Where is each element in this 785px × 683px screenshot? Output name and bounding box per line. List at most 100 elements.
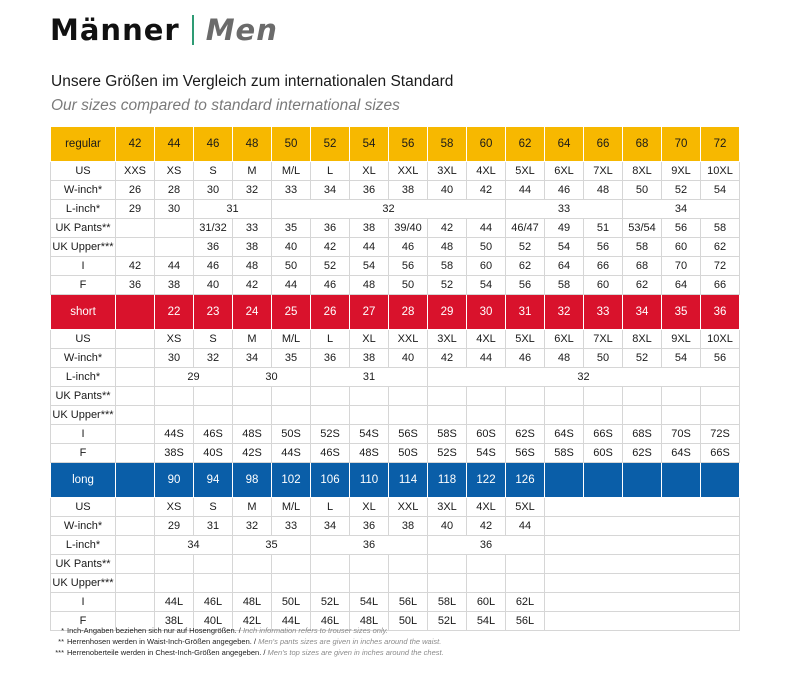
table-cell: 30 bbox=[154, 199, 194, 219]
table-cell: S bbox=[193, 497, 233, 517]
table-cell: 64S bbox=[544, 424, 584, 444]
section-size-cell: 27 bbox=[349, 294, 389, 330]
table-cell bbox=[115, 237, 155, 257]
table-cell: 52 bbox=[427, 275, 467, 295]
table-cell: 54S bbox=[466, 443, 506, 463]
table-cell: 36 bbox=[427, 535, 545, 555]
table-cell bbox=[505, 573, 545, 593]
table-cell: 36 bbox=[115, 275, 155, 295]
table-cell bbox=[388, 405, 428, 425]
table-cell bbox=[544, 573, 740, 593]
table-cell: XL bbox=[349, 161, 389, 181]
table-row: F 36 38 40 42 44 46 48 50 52 54 56 58 60 62 64 66 bbox=[50, 275, 740, 295]
table-cell bbox=[349, 405, 389, 425]
table-cell: M bbox=[232, 497, 272, 517]
table-cell: 39/40 bbox=[388, 218, 428, 238]
table-cell bbox=[544, 516, 740, 536]
table-cell: 56S bbox=[505, 443, 545, 463]
table-cell bbox=[115, 497, 155, 517]
table-row: L-inch* 29 30 31 32 33 34 bbox=[50, 199, 740, 219]
table-cell bbox=[193, 554, 233, 574]
section-size-cell: 56 bbox=[388, 126, 428, 162]
table-cell bbox=[115, 348, 155, 368]
section-size-cell bbox=[544, 462, 584, 498]
row-label: W-inch* bbox=[50, 180, 116, 200]
table-cell: 36 bbox=[310, 218, 350, 238]
table-cell: 48 bbox=[544, 348, 584, 368]
table-cell: 6XL bbox=[544, 329, 584, 349]
section-size-cell: 60 bbox=[466, 126, 506, 162]
table-cell bbox=[232, 573, 272, 593]
section-label-long: long bbox=[50, 462, 116, 498]
table-cell: 4XL bbox=[466, 161, 506, 181]
section-size-cell bbox=[700, 462, 740, 498]
table-cell: 3XL bbox=[427, 329, 467, 349]
page-title-en: Men bbox=[205, 13, 278, 47]
table-cell: 30 bbox=[232, 367, 311, 387]
table-cell: 9XL bbox=[661, 161, 701, 181]
table-cell: 58 bbox=[700, 218, 740, 238]
table-cell: L bbox=[310, 329, 350, 349]
table-cell: 44S bbox=[271, 443, 311, 463]
table-cell: 42 bbox=[427, 218, 467, 238]
table-cell: 48L bbox=[232, 592, 272, 612]
section-size-cell bbox=[661, 462, 701, 498]
section-header-regular: regular 42 44 46 48 50 52 54 56 58 60 62 64 66 68 70 72 bbox=[50, 126, 740, 162]
table-cell: 46 bbox=[310, 275, 350, 295]
table-cell: 48 bbox=[583, 180, 623, 200]
table-cell: 50 bbox=[622, 180, 662, 200]
table-cell: 56 bbox=[583, 237, 623, 257]
table-cell: 10XL bbox=[700, 161, 740, 181]
table-cell bbox=[154, 386, 194, 406]
table-cell: 68S bbox=[622, 424, 662, 444]
table-cell bbox=[544, 592, 740, 612]
table-cell bbox=[544, 554, 740, 574]
table-cell bbox=[232, 386, 272, 406]
section-size-cell bbox=[115, 294, 155, 330]
table-cell bbox=[661, 405, 701, 425]
table-cell bbox=[271, 554, 311, 574]
row-label: UK Pants** bbox=[50, 386, 116, 406]
row-label: UK Upper*** bbox=[50, 573, 116, 593]
table-cell: 38 bbox=[232, 237, 272, 257]
table-cell: 40 bbox=[427, 180, 467, 200]
table-row: L-inch* 29 30 31 32 bbox=[50, 367, 740, 387]
table-row: I 42 44 46 48 50 52 54 56 58 60 62 64 66 68 70 72 bbox=[50, 256, 740, 276]
table-cell: 44L bbox=[271, 611, 311, 631]
subtitle-de: Unsere Größen im Vergleich zum internati… bbox=[51, 73, 454, 90]
table-row: US XS S M M/L L XL XXL 3XL 4XL 5XL bbox=[50, 497, 740, 517]
table-cell: 46 bbox=[505, 348, 545, 368]
table-cell: 52 bbox=[505, 237, 545, 257]
table-cell bbox=[310, 405, 350, 425]
table-cell: 46L bbox=[310, 611, 350, 631]
table-cell bbox=[388, 554, 428, 574]
table-cell bbox=[115, 535, 155, 555]
table-cell: 54 bbox=[466, 275, 506, 295]
table-cell: 30 bbox=[154, 348, 194, 368]
table-cell bbox=[583, 386, 623, 406]
section-size-cell: 48 bbox=[232, 126, 272, 162]
table-cell: 33 bbox=[271, 180, 311, 200]
table-cell: 38 bbox=[154, 275, 194, 295]
footnotes: * Inch-Angaben beziehen sich nur auf Hose… bbox=[50, 625, 443, 658]
table-cell: XXL bbox=[388, 497, 428, 517]
table-cell: 35 bbox=[232, 535, 311, 555]
table-cell: XXS bbox=[115, 161, 155, 181]
table-row: UK Pants** 31/32 33 35 36 38 39/40 42 44 46/47 49 5… bbox=[50, 218, 740, 238]
row-label: F bbox=[50, 443, 116, 463]
table-cell: 5XL bbox=[505, 497, 545, 517]
table-cell bbox=[544, 535, 740, 555]
section-label-regular: regular bbox=[50, 126, 116, 162]
table-cell bbox=[115, 592, 155, 612]
table-cell: 33 bbox=[271, 516, 311, 536]
table-cell: XXL bbox=[388, 161, 428, 181]
section-size-cell bbox=[622, 462, 662, 498]
table-cell: 5XL bbox=[505, 329, 545, 349]
table-cell bbox=[115, 367, 155, 387]
table-cell: 62 bbox=[505, 256, 545, 276]
table-cell bbox=[310, 554, 350, 574]
table-cell: 30 bbox=[193, 180, 233, 200]
table-cell: 52 bbox=[622, 348, 662, 368]
table-row: UK Pants** bbox=[50, 554, 740, 574]
table-cell: 68 bbox=[622, 256, 662, 276]
